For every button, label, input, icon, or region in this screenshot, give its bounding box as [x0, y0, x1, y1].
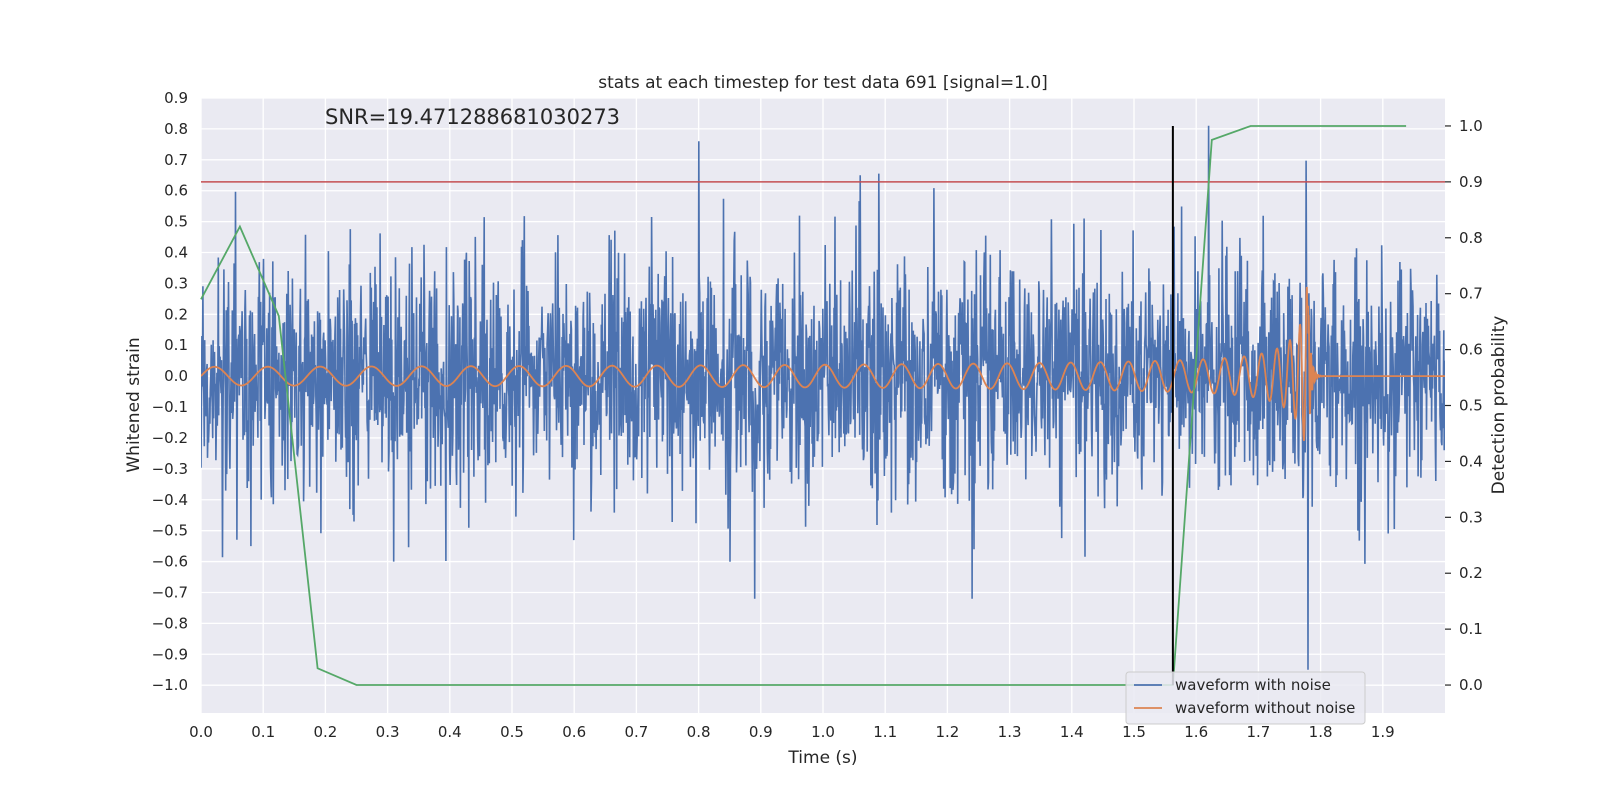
- y-tick-label: −0.1: [152, 398, 188, 416]
- chart-title: stats at each timestep for test data 691…: [598, 73, 1048, 93]
- x-axis-ticks: 0.0 0.1 0.2 0.3 0.4 0.5 0.6 0.7 0.8 0.9 1.0 1.1 1.2 1…: [189, 723, 1395, 741]
- x-tick-label: 1.6: [1184, 723, 1208, 741]
- x-tick-label: 0.3: [376, 723, 400, 741]
- y2-tick-label: 0.5: [1459, 397, 1483, 415]
- x-tick-label: 0.9: [749, 723, 773, 741]
- series-detection-probability: [200, 125, 1407, 686]
- series-waveform-with-noise: [201, 125, 1445, 670]
- y2-axis-label: Detection probability: [1489, 316, 1509, 495]
- x-tick-label: 0.2: [313, 723, 337, 741]
- y-axis-ticks: 0.9 0.8 0.7 0.6 0.5 0.4 0.3 0.2 0.1 0.0 −0.1 −0.2 −0…: [152, 89, 188, 694]
- legend-box: [1125, 671, 1366, 725]
- y2-tick-label: 0.7: [1459, 285, 1483, 303]
- x-tick-label: 0.5: [500, 723, 524, 741]
- y2-tick-label: 0.1: [1459, 620, 1483, 638]
- x-tick-label: 1.7: [1246, 723, 1270, 741]
- y2-tick-label: 0.0: [1459, 676, 1483, 694]
- y-tick-label: −0.9: [152, 645, 188, 663]
- y-tick-label: −0.8: [152, 614, 188, 632]
- y-tick-label: 0.0: [164, 367, 188, 385]
- x-tick-label: 0.7: [624, 723, 648, 741]
- y2-tick-label: 0.8: [1459, 229, 1483, 247]
- legend-label-noise: waveform with noise: [1175, 676, 1331, 694]
- y-tick-label: 0.9: [164, 89, 188, 107]
- y-axis-label: Whitened strain: [124, 337, 144, 472]
- y2-tick-label: 0.9: [1459, 173, 1483, 191]
- x-tick-label: 1.1: [873, 723, 897, 741]
- y-tick-label: 0.6: [164, 182, 188, 200]
- x-tick-label: 1.0: [811, 723, 835, 741]
- y-tick-label: −0.4: [152, 491, 188, 509]
- y-tick-label: 0.8: [164, 120, 188, 138]
- y-tick-label: 0.5: [164, 213, 188, 231]
- y-tick-label: −1.0: [152, 676, 188, 694]
- x-tick-label: 1.8: [1309, 723, 1333, 741]
- x-tick-label: 1.3: [998, 723, 1022, 741]
- y-tick-label: 0.4: [164, 244, 188, 262]
- y-tick-label: 0.3: [164, 274, 188, 292]
- legend: waveform with noise waveform without noi…: [1125, 671, 1366, 725]
- x-tick-label: 0.6: [562, 723, 586, 741]
- y-tick-label: 0.2: [164, 305, 188, 323]
- x-tick-label: 0.1: [251, 723, 275, 741]
- y-tick-label: −0.2: [152, 429, 188, 447]
- snr-annotation: SNR=19.471288681030273: [325, 105, 620, 129]
- legend-label-clean: waveform without noise: [1175, 699, 1355, 717]
- x-axis-label: Time (s): [787, 748, 857, 768]
- y2-tick-label: 0.6: [1459, 341, 1483, 359]
- y2-axis-ticks: 1.0 0.9 0.8 0.7 0.6 0.5 0.4 0.3 0.2 0.1 0.0: [1445, 117, 1483, 694]
- x-tick-label: 0.4: [438, 723, 462, 741]
- y-tick-label: −0.6: [152, 553, 188, 571]
- x-tick-label: 1.9: [1371, 723, 1395, 741]
- y2-tick-label: 0.4: [1459, 452, 1483, 470]
- series-layer: [200, 125, 1445, 686]
- series-waveform-without-noise: [201, 286, 1445, 442]
- y-tick-label: −0.3: [152, 460, 188, 478]
- x-tick-label: 1.4: [1060, 723, 1084, 741]
- y2-tick-label: 0.3: [1459, 508, 1483, 526]
- y2-tick-label: 0.2: [1459, 564, 1483, 582]
- y-tick-label: 0.1: [164, 336, 188, 354]
- y-tick-label: −0.7: [152, 583, 188, 601]
- x-tick-label: 0.8: [687, 723, 711, 741]
- x-tick-label: 1.5: [1122, 723, 1146, 741]
- y-tick-label: 0.7: [164, 151, 188, 169]
- x-tick-label: 1.2: [935, 723, 959, 741]
- y2-tick-label: 1.0: [1459, 117, 1483, 135]
- y-tick-label: −0.5: [152, 522, 188, 540]
- x-tick-label: 0.0: [189, 723, 213, 741]
